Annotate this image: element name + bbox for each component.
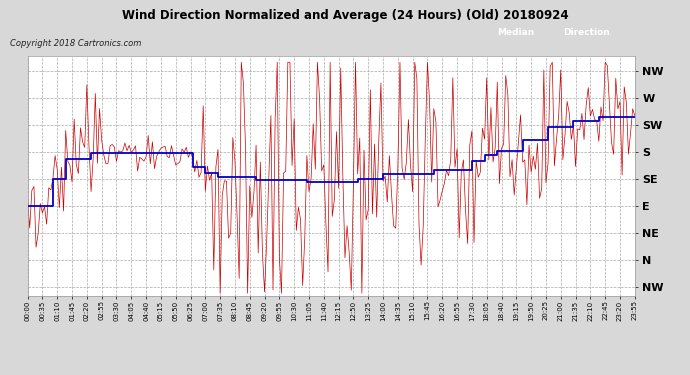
Text: Copyright 2018 Cartronics.com: Copyright 2018 Cartronics.com [10, 39, 141, 48]
Text: Wind Direction Normalized and Average (24 Hours) (Old) 20180924: Wind Direction Normalized and Average (2… [121, 9, 569, 22]
Text: Direction: Direction [563, 28, 610, 38]
Text: Median: Median [497, 28, 534, 38]
